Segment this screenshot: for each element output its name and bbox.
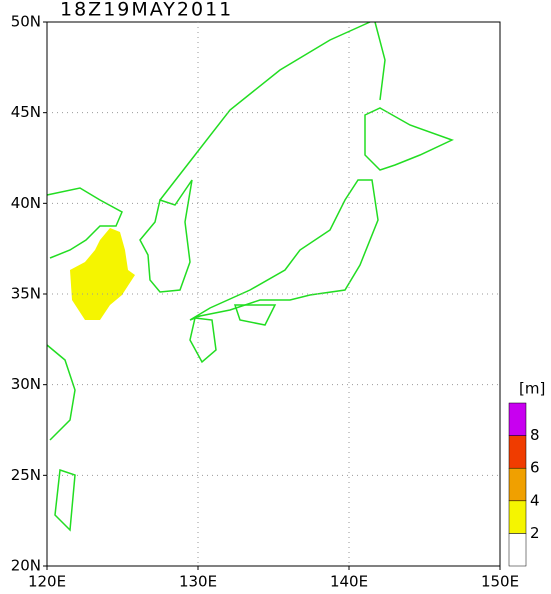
y-label: 45N xyxy=(11,103,41,121)
colorbar-segment xyxy=(508,533,527,567)
colorbar-unit: [m] xyxy=(519,380,545,398)
colorbar-label: 8 xyxy=(530,426,540,444)
wave-area xyxy=(70,228,135,320)
y-label: 25N xyxy=(11,466,41,484)
colorbar-segment xyxy=(508,402,527,436)
map-title: 18Z19MAY2011 xyxy=(60,0,233,21)
y-label: 40N xyxy=(11,194,41,212)
y-label: 30N xyxy=(11,375,41,393)
x-label: 140E xyxy=(330,573,368,591)
colorbar-segment xyxy=(508,500,527,534)
y-label: 50N xyxy=(11,13,41,31)
y-label: 35N xyxy=(11,285,41,303)
colorbar-label: 2 xyxy=(530,524,540,542)
x-label: 150E xyxy=(481,573,519,591)
colorbar-label: 6 xyxy=(530,459,540,477)
x-label: 130E xyxy=(179,573,217,591)
colorbar-segment xyxy=(508,467,527,502)
coastlines xyxy=(46,21,454,532)
colorbar-segment xyxy=(508,435,527,469)
colorbar-label: 4 xyxy=(530,491,540,509)
y-label: 20N xyxy=(11,557,41,575)
x-label: 120E xyxy=(28,573,66,591)
